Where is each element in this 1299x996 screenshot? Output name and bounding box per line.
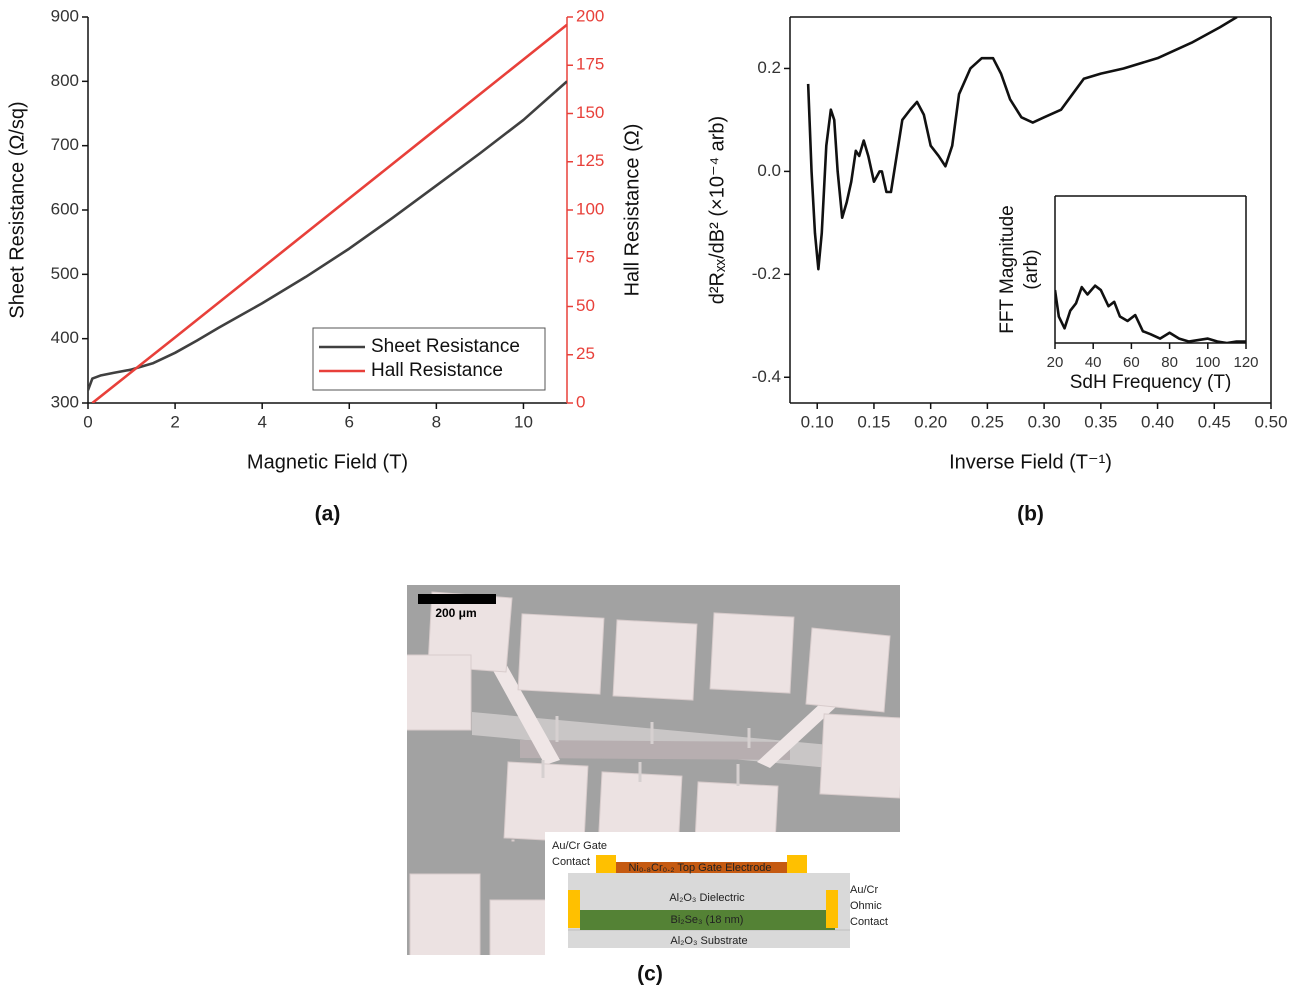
plot-area [1055, 286, 1246, 343]
gate-contact-label: Contact [552, 856, 590, 868]
panel-label: (c) [637, 963, 663, 986]
y-tick-label: 400 [51, 328, 79, 347]
ohmic-contact-label: Au/Cr [850, 884, 878, 896]
y2-tick-label: 200 [576, 6, 604, 25]
y-tick-label: 600 [51, 199, 79, 218]
y2-axis-label: Hall Resistance (Ω) [621, 124, 643, 297]
figure: 200 μm Au/Cr Gate Contact Ni₀.₈Cr₀.₂ Top… [0, 0, 1299, 991]
y2-tick-label: 150 [576, 103, 604, 122]
x-tick-label: 10 [514, 412, 533, 431]
y-axis-label: FFT Magnitude [997, 205, 1018, 333]
top-gate-label: Ni₀.₈Cr₀.₂ Top Gate Electrode [628, 862, 771, 874]
data-line [1055, 286, 1246, 343]
y2-tick-label: 125 [576, 151, 604, 170]
panel-label: (b) [1017, 503, 1044, 526]
legend-label: Sheet Resistance [371, 336, 520, 357]
y2-tick-label: 100 [576, 199, 604, 218]
x-tick-label: 60 [1123, 354, 1140, 371]
y-axis-label: Sheet Resistance (Ω/sq) [6, 101, 28, 318]
x-tick-label: 2 [170, 412, 179, 431]
channel-label: Bi₂Se₃ (18 nm) [671, 914, 744, 926]
scale-bar-label: 200 μm [435, 606, 476, 620]
y-tick-label: -0.4 [752, 367, 781, 386]
data-line [808, 17, 1237, 269]
y2-tick-label: 75 [576, 248, 595, 267]
x-tick-label: 0 [83, 412, 92, 431]
y2-tick-label: 175 [576, 55, 604, 74]
x-tick-label: 0.35 [1084, 412, 1117, 431]
x-tick-label: 0.45 [1198, 412, 1231, 431]
x-tick-label: 20 [1047, 354, 1064, 371]
x-tick-label: 80 [1161, 354, 1178, 371]
x-tick-label: 100 [1195, 354, 1220, 371]
x-tick-label: 0.30 [1028, 412, 1061, 431]
x-tick-label: 8 [432, 412, 441, 431]
x-tick-label: 0.40 [1141, 412, 1174, 431]
legend-label: Hall Resistance [371, 360, 503, 381]
y-tick-label: 0.2 [757, 58, 781, 77]
x-tick-label: 0.20 [914, 412, 947, 431]
y2-tick-label: 25 [576, 344, 595, 363]
y-tick-label: 700 [51, 135, 79, 154]
cross-section: Au/Cr Gate Contact Ni₀.₈Cr₀.₂ Top Gate E… [545, 832, 900, 955]
y-axis-label: d²Rₓₓ/dB² (×10⁻⁴ arb) [706, 116, 728, 304]
y2-tick-label: 50 [576, 296, 595, 315]
x-tick-label: 0.15 [857, 412, 890, 431]
x-tick-label: 0.50 [1254, 412, 1287, 431]
x-axis-label: SdH Frequency (T) [1070, 372, 1232, 393]
y-axis-label: (arb) [1021, 249, 1042, 289]
y2-tick-label: 0 [576, 392, 585, 411]
y-tick-label: 800 [51, 71, 79, 90]
ohmic-contact-label: Ohmic [850, 900, 882, 912]
y-tick-label: 0.0 [757, 161, 781, 180]
dielectric-label: Al₂O₃ Dielectric [669, 892, 745, 904]
x-tick-label: 120 [1233, 354, 1258, 371]
y-tick-label: 500 [51, 264, 79, 283]
x-tick-label: 4 [257, 412, 266, 431]
substrate-label: Al₂O₃ Substrate [670, 935, 747, 947]
ohmic-contact-label: Contact [850, 916, 888, 928]
y-tick-label: 900 [51, 6, 79, 25]
x-tick-label: 0.10 [801, 412, 834, 431]
x-tick-label: 40 [1085, 354, 1102, 371]
gate-contact-label: Au/Cr Gate [552, 840, 607, 852]
y-tick-label: -0.2 [752, 264, 781, 283]
y-tick-label: 300 [51, 392, 79, 411]
plot-area [808, 17, 1237, 269]
panel-label: (a) [315, 503, 341, 526]
x-axis-label: Inverse Field (T⁻¹) [949, 451, 1112, 473]
x-axis-label: Magnetic Field (T) [247, 451, 408, 473]
x-tick-label: 6 [345, 412, 354, 431]
x-tick-label: 0.25 [971, 412, 1004, 431]
